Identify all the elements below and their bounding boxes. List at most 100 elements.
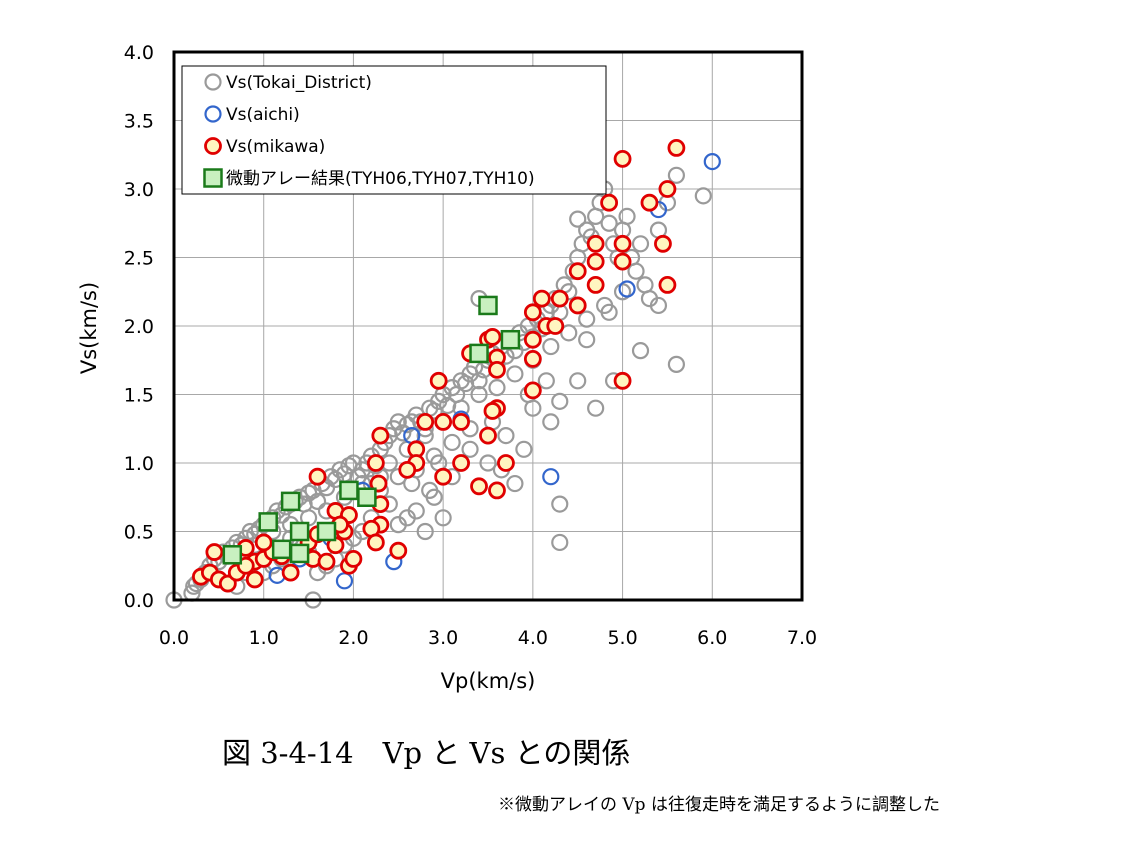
x-axis-title: Vp(km/s) bbox=[441, 669, 536, 693]
data-point bbox=[631, 235, 650, 253]
data-point bbox=[703, 153, 721, 171]
data-point bbox=[280, 491, 301, 512]
data-point bbox=[429, 371, 448, 390]
data-point bbox=[281, 563, 300, 582]
data-point bbox=[569, 372, 587, 390]
data-point bbox=[222, 545, 243, 565]
y-tick-label: 3.0 bbox=[124, 179, 154, 201]
data-point bbox=[470, 477, 488, 496]
data-point bbox=[366, 454, 385, 472]
x-tick-label: 6.0 bbox=[697, 627, 727, 649]
axis-tick-labels: 0.0 1.0 2.0 3.0 4.0 5.0 6.0 7.0 0.0 0.5 1.0 1.5 2.0 2… bbox=[124, 42, 817, 649]
data-point bbox=[568, 262, 587, 281]
data-point bbox=[658, 180, 677, 198]
legend: Vs(Tokai_District) Vs(aichi) Vs(mikawa) 微動ア… bbox=[181, 65, 607, 195]
data-point bbox=[568, 296, 587, 315]
data-point bbox=[394, 424, 412, 442]
figure-note: ※微動アレイの Vp は往復走時を満足するように調整した bbox=[498, 795, 940, 815]
data-point bbox=[649, 296, 668, 315]
data-point bbox=[461, 440, 479, 458]
data-point bbox=[497, 454, 515, 472]
data-point bbox=[483, 402, 502, 420]
legend-label: Vs(aichi) bbox=[226, 105, 300, 125]
data-point bbox=[578, 331, 596, 349]
data-point bbox=[398, 460, 417, 479]
series-3 bbox=[222, 295, 521, 565]
data-point bbox=[532, 289, 551, 308]
data-point bbox=[600, 193, 619, 212]
data-point bbox=[470, 385, 488, 404]
data-point bbox=[271, 539, 292, 560]
x-tick-label: 5.0 bbox=[607, 627, 637, 649]
data-point bbox=[335, 572, 354, 590]
data-point bbox=[308, 467, 327, 486]
legend-marker bbox=[204, 73, 222, 91]
x-tick-label: 4.0 bbox=[518, 627, 548, 649]
data-point bbox=[506, 365, 524, 383]
y-tick-label: 1.0 bbox=[124, 453, 154, 475]
data-point bbox=[613, 149, 632, 168]
data-point bbox=[389, 541, 408, 560]
data-point bbox=[618, 280, 636, 298]
data-point bbox=[443, 433, 461, 452]
data-point bbox=[600, 214, 618, 232]
series-2 bbox=[192, 138, 686, 593]
data-point bbox=[479, 454, 497, 472]
data-point bbox=[550, 289, 569, 308]
y-tick-label: 3.5 bbox=[124, 111, 154, 133]
data-point bbox=[586, 275, 605, 294]
legend-label: Vs(mikawa) bbox=[226, 137, 325, 157]
x-tick-label: 0.0 bbox=[159, 627, 189, 649]
data-point bbox=[371, 426, 390, 445]
data-point bbox=[667, 355, 686, 373]
data-point bbox=[488, 481, 506, 500]
data-point bbox=[339, 480, 359, 501]
x-tick-label: 2.0 bbox=[338, 627, 368, 649]
data-point bbox=[416, 412, 435, 431]
data-point bbox=[254, 533, 273, 552]
y-tick-label: 0.5 bbox=[124, 522, 154, 544]
data-series bbox=[165, 138, 721, 609]
data-point bbox=[469, 343, 489, 364]
legend-label: Vs(Tokai_District) bbox=[226, 73, 372, 93]
data-point bbox=[331, 461, 349, 479]
data-point bbox=[600, 303, 618, 321]
legend-marker bbox=[203, 168, 223, 188]
y-tick-label: 0.0 bbox=[124, 590, 154, 612]
data-point bbox=[344, 550, 363, 568]
data-point bbox=[326, 470, 345, 489]
y-tick-label: 2.5 bbox=[124, 248, 154, 270]
data-point bbox=[218, 574, 237, 593]
data-point bbox=[613, 371, 632, 390]
data-point bbox=[551, 495, 569, 513]
data-point bbox=[357, 487, 377, 507]
data-point bbox=[416, 522, 434, 541]
data-point bbox=[523, 330, 542, 349]
data-point bbox=[478, 295, 498, 316]
data-point bbox=[289, 543, 310, 564]
legend-box bbox=[181, 65, 607, 195]
data-point bbox=[245, 570, 264, 589]
data-point bbox=[586, 234, 605, 253]
data-point bbox=[366, 533, 385, 552]
data-point bbox=[488, 360, 506, 379]
data-point bbox=[506, 474, 524, 493]
data-point bbox=[452, 454, 470, 472]
data-point bbox=[523, 381, 542, 400]
data-point bbox=[537, 372, 555, 390]
data-point bbox=[586, 252, 605, 271]
data-point bbox=[618, 207, 636, 225]
data-point bbox=[694, 187, 712, 205]
figure-caption: 図 3-4-14 Vp と Vs との関係 bbox=[222, 736, 631, 770]
data-point bbox=[205, 543, 224, 561]
x-tick-label: 7.0 bbox=[787, 627, 817, 649]
data-point bbox=[551, 533, 569, 552]
data-point bbox=[587, 399, 605, 417]
y-tick-label: 2.0 bbox=[124, 316, 154, 338]
data-point bbox=[434, 412, 453, 431]
data-point bbox=[389, 413, 407, 431]
data-point bbox=[483, 328, 502, 346]
data-point bbox=[523, 303, 542, 322]
data-point bbox=[523, 349, 542, 368]
